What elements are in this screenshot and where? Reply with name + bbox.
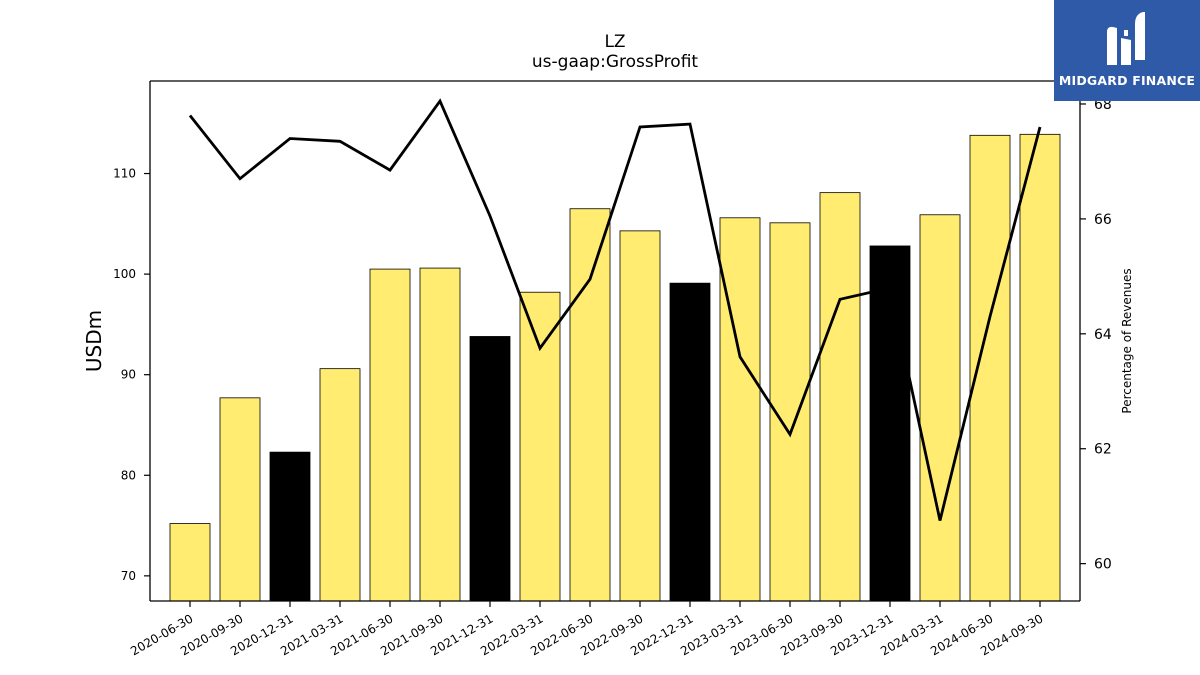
bar-2021-03-31 xyxy=(319,368,361,602)
y2-tick-label: 60 xyxy=(1094,557,1112,573)
y2-tick-label: 62 xyxy=(1094,442,1112,458)
bar-2023-03-31 xyxy=(719,217,761,602)
bar-2020-06-30 xyxy=(169,523,211,602)
chart-subtitle: us-gaap:GrossProfit xyxy=(531,52,699,72)
bar-2021-09-30 xyxy=(419,267,461,602)
y-tick-label: 110 xyxy=(113,167,136,181)
bar-2020-09-30 xyxy=(219,397,261,602)
y2-axis-label: Percentage of Revenues xyxy=(1120,268,1134,413)
bar-2021-06-30 xyxy=(369,268,411,602)
y-tick-label: 100 xyxy=(113,267,136,281)
bar-2024-06-30 xyxy=(969,134,1011,602)
y-axis-label: USDm xyxy=(82,310,106,372)
bar-2022-03-31 xyxy=(519,291,561,602)
y-tick-label: 70 xyxy=(121,569,136,583)
bar-2022-12-31 xyxy=(669,282,711,602)
y-tick-label: 90 xyxy=(121,368,136,382)
y2-tick-label: 66 xyxy=(1094,212,1112,228)
bar-2021-12-31 xyxy=(469,336,511,602)
y2-tick-label: 64 xyxy=(1094,327,1112,343)
chart-title: LZ xyxy=(604,32,626,52)
bar-2022-09-30 xyxy=(619,230,661,602)
bar-2022-06-30 xyxy=(569,208,611,602)
bar-2024-03-31 xyxy=(919,214,961,602)
percentage-line xyxy=(188,98,1042,521)
brand-name: MIDGARD FINANCE xyxy=(1058,73,1196,88)
bar-2023-09-30 xyxy=(819,192,861,602)
bar-2020-12-31 xyxy=(269,451,311,602)
midgard-logo-icon xyxy=(1107,12,1145,65)
bar-2023-12-31 xyxy=(869,245,911,602)
y-tick-label: 80 xyxy=(121,468,136,482)
brand-logo: MIDGARD FINANCE xyxy=(1054,0,1200,101)
bar-2024-09-30 xyxy=(1019,133,1061,602)
